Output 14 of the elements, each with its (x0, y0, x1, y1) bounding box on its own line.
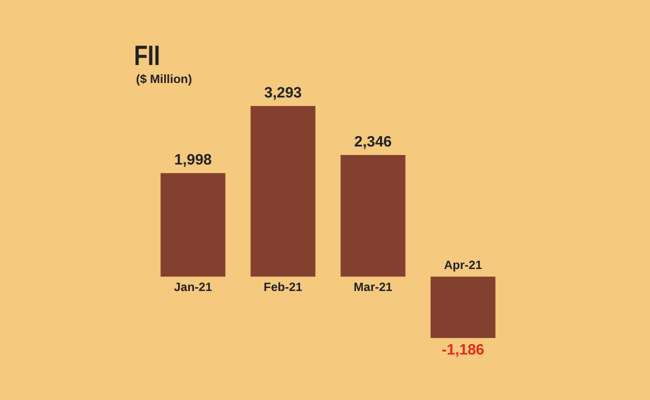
chart-title: FII (134, 40, 160, 72)
data-label: 3,293 (264, 84, 302, 102)
x-tick-label: Jan-21 (174, 280, 212, 294)
x-tick-label: Mar-21 (354, 280, 393, 294)
chart-subtitle: ($ Million) (136, 72, 192, 86)
x-tick-label: Apr-21 (444, 258, 482, 272)
data-label: 2,346 (354, 134, 392, 151)
data-label: -1,186 (442, 342, 484, 359)
x-tick-label: Feb-21 (264, 280, 303, 294)
bar (250, 106, 316, 277)
bar (160, 173, 226, 277)
bar (430, 276, 496, 338)
data-label: 1,998 (174, 152, 212, 169)
bar (340, 155, 406, 277)
